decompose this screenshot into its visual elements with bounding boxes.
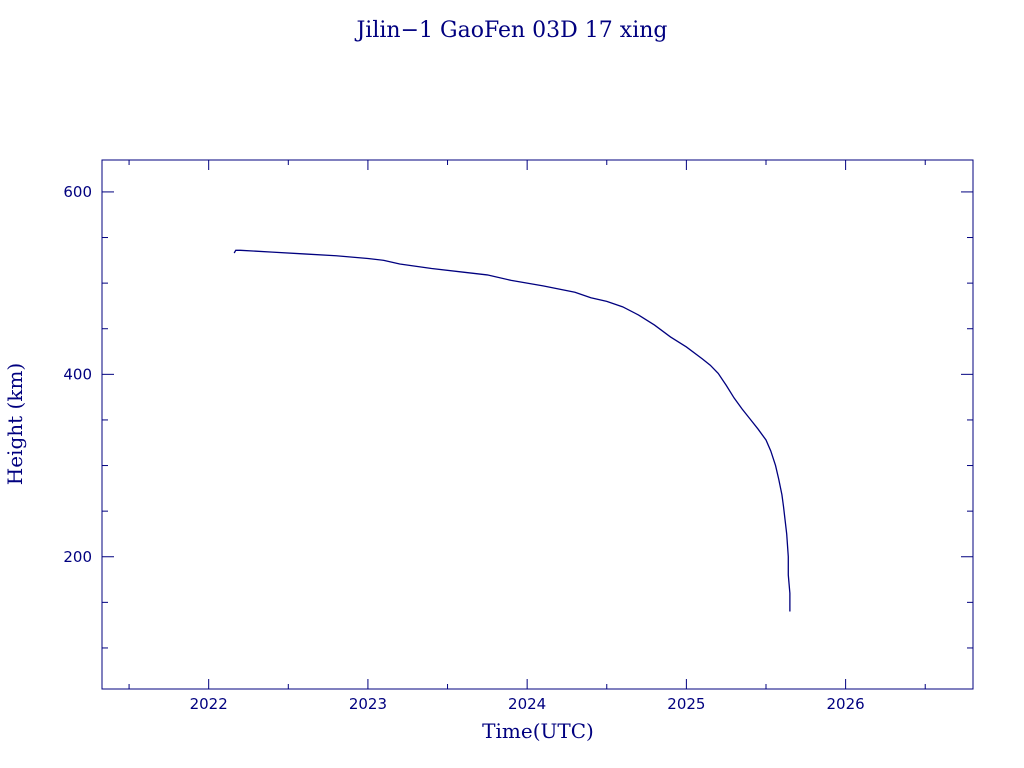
y-tick-label: 200 [63, 548, 92, 566]
x-tick-labels: 2022 2023 2024 2025 2026 [190, 695, 865, 713]
axis-ticks [102, 160, 973, 689]
y-tick-label: 400 [63, 365, 92, 383]
y-axis-label: Height (km) [3, 363, 27, 485]
x-tick-label: 2025 [667, 695, 705, 713]
x-tick-label: 2022 [190, 695, 228, 713]
x-tick-label: 2023 [349, 695, 387, 713]
x-axis-label: Time(UTC) [482, 719, 594, 743]
chart-title: Jilin−1 GaoFen 03D 17 xing [354, 18, 667, 43]
x-tick-label: 2024 [508, 695, 546, 713]
plot-frame [101, 159, 974, 690]
height-series-line [233, 249, 791, 612]
x-tick-label: 2026 [827, 695, 865, 713]
y-tick-label: 600 [63, 183, 92, 201]
y-tick-labels: 200 400 600 [63, 183, 92, 566]
